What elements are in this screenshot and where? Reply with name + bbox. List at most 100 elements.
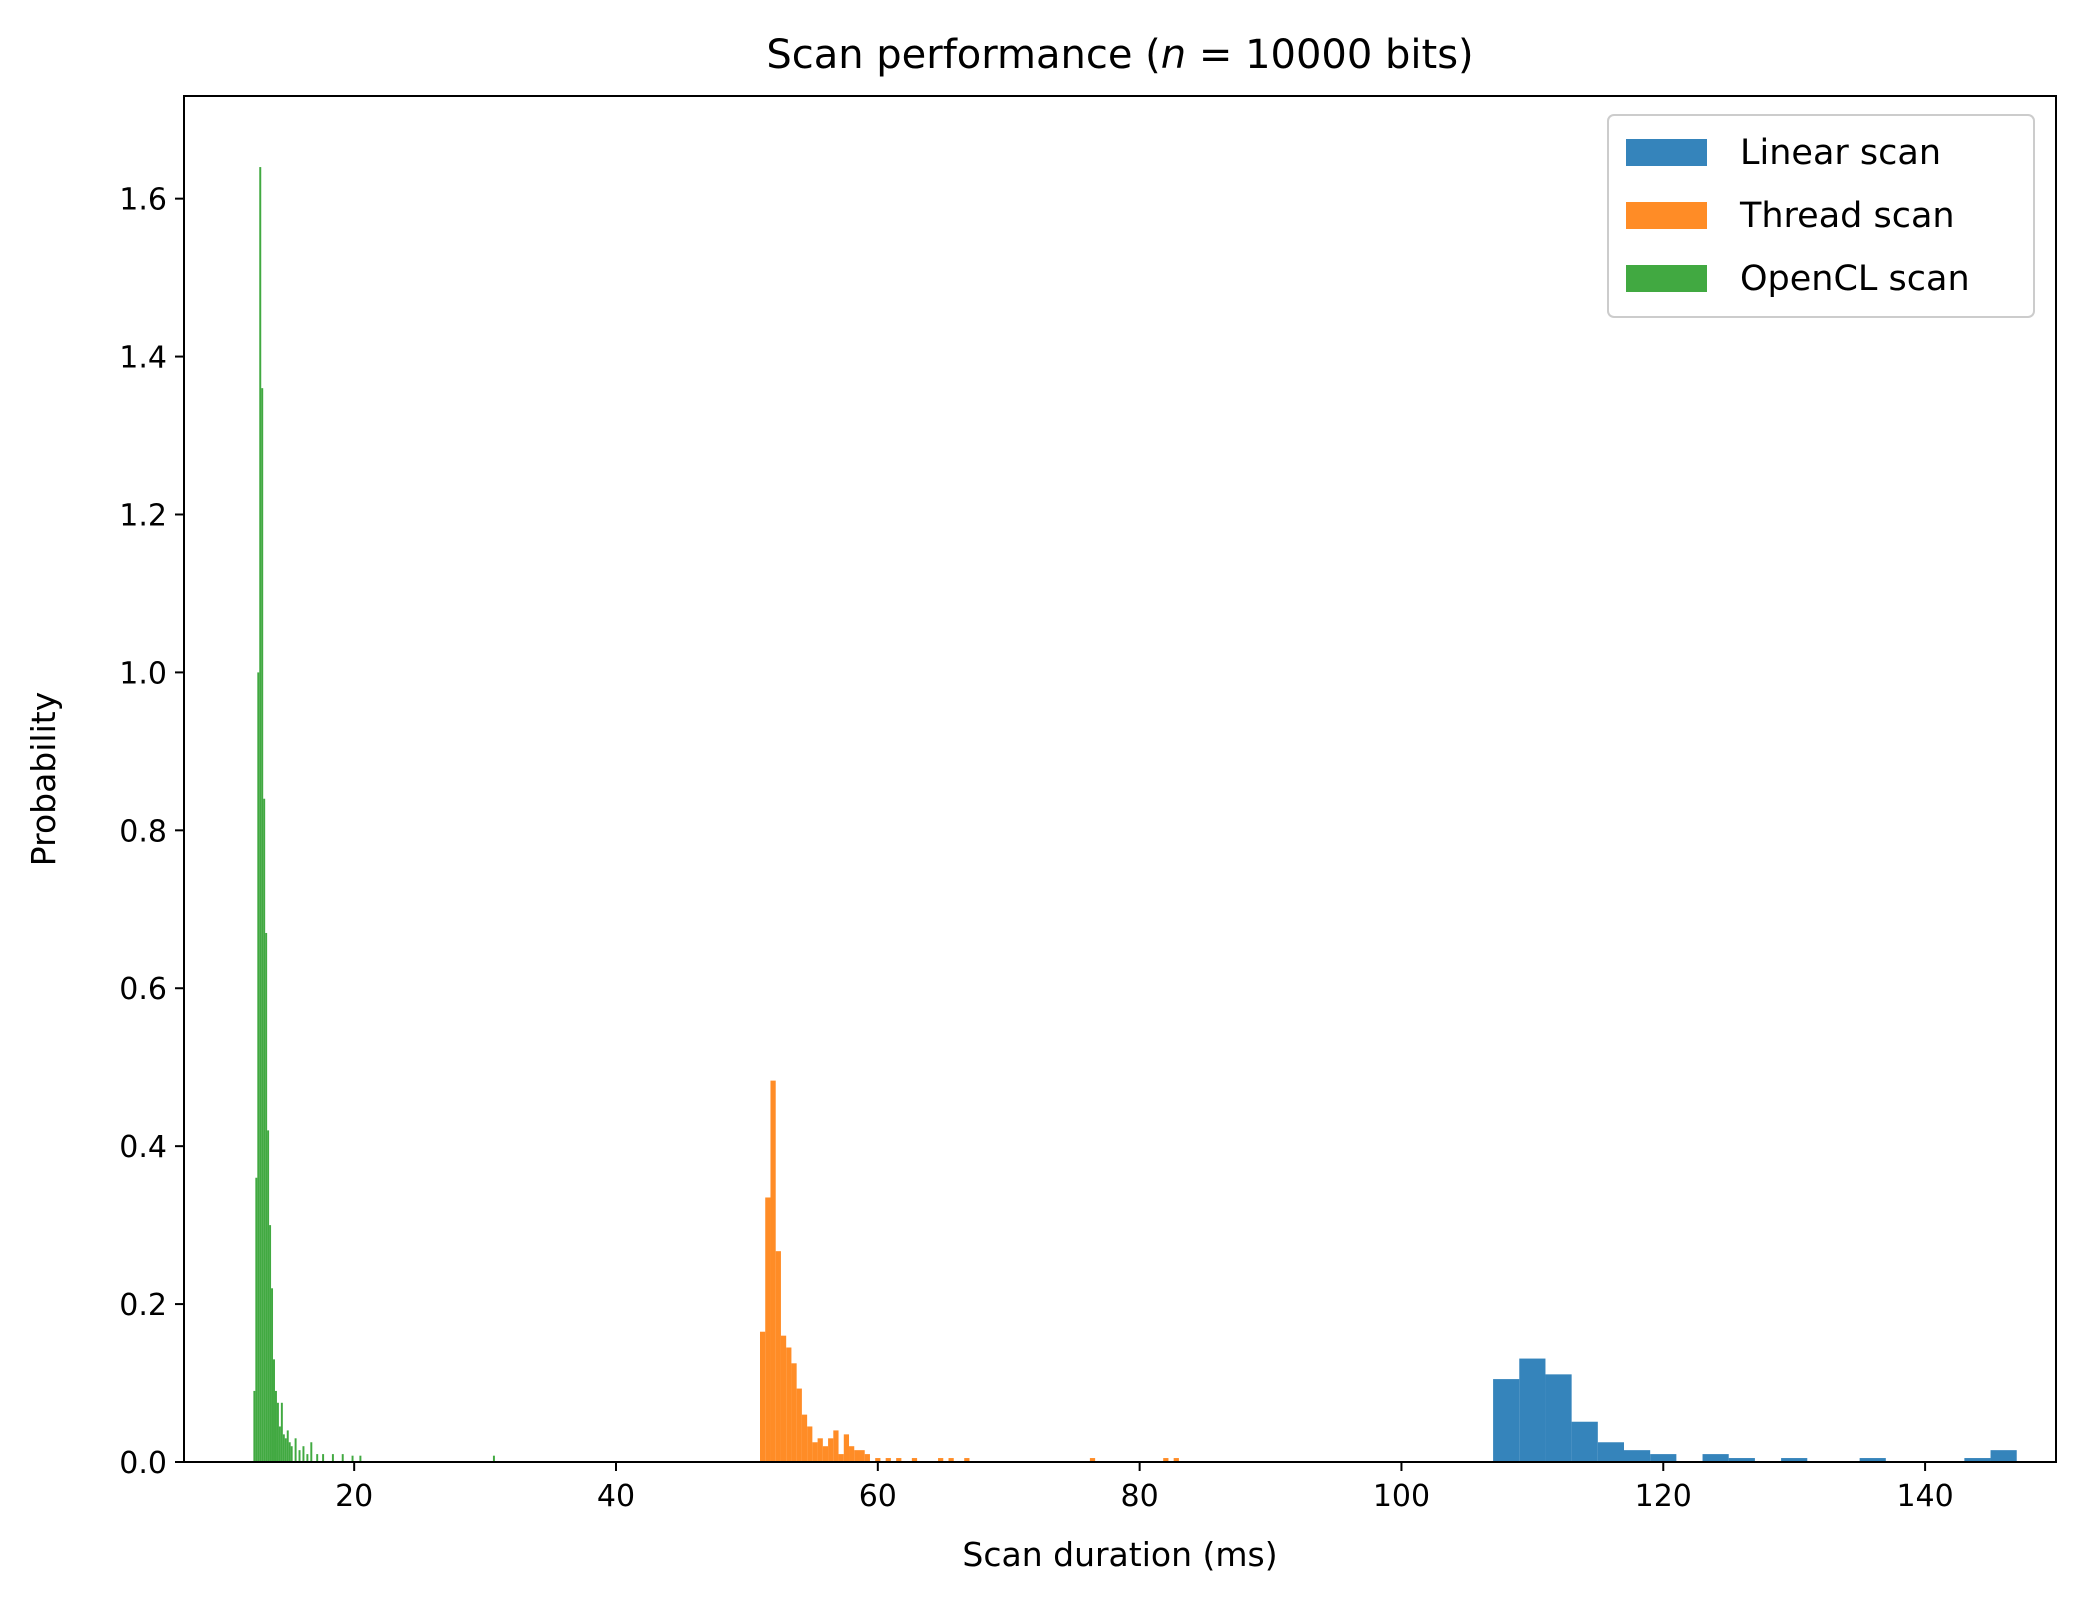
bar-2-11 bbox=[274, 1390, 277, 1462]
legend-box bbox=[1607, 114, 2035, 318]
histogram-bars bbox=[253, 167, 2017, 1463]
bar-1-15 bbox=[838, 1454, 844, 1462]
bar-2-7 bbox=[267, 1130, 270, 1462]
bar-2-22 bbox=[302, 1446, 305, 1462]
bar-2-18 bbox=[288, 1442, 291, 1462]
bar-2-6 bbox=[265, 932, 268, 1462]
bar-1-28 bbox=[1089, 1458, 1096, 1462]
bar-0-0 bbox=[1493, 1379, 1520, 1462]
legend-label-1: Thread scan bbox=[1739, 196, 1955, 236]
bar-1-13 bbox=[828, 1438, 834, 1462]
bar-2-12 bbox=[276, 1402, 279, 1462]
y-tick-label-0: 0.0 bbox=[119, 1446, 167, 1481]
bar-2-8 bbox=[269, 1225, 272, 1462]
y-tick-label-3: 0.6 bbox=[119, 972, 167, 1007]
title-prefix: Scan performance ( bbox=[766, 32, 1160, 78]
bar-2-4 bbox=[261, 388, 264, 1463]
bar-1-9 bbox=[807, 1426, 813, 1462]
bar-2-28 bbox=[341, 1454, 344, 1462]
bar-2-17 bbox=[286, 1430, 289, 1462]
y-tick-label-5: 1.0 bbox=[119, 656, 167, 691]
bar-1-0 bbox=[760, 1331, 766, 1462]
x-tick-label-3: 80 bbox=[1121, 1479, 1159, 1514]
legend: Linear scan Thread scan OpenCL scan bbox=[1607, 114, 2035, 318]
bar-1-8 bbox=[801, 1414, 808, 1462]
bar-0-18 bbox=[1964, 1458, 1991, 1462]
bar-1-6 bbox=[791, 1363, 797, 1462]
bar-0-4 bbox=[1597, 1442, 1624, 1462]
legend-swatch-0 bbox=[1626, 139, 1707, 166]
y-tick-label-4: 0.8 bbox=[119, 814, 167, 849]
bar-2-21 bbox=[298, 1450, 301, 1462]
bar-1-4 bbox=[780, 1335, 787, 1462]
x-tick-label-0: 20 bbox=[335, 1479, 373, 1514]
title-variable: n bbox=[1161, 32, 1186, 78]
legend-label-2: OpenCL scan bbox=[1740, 259, 1970, 299]
bar-1-20 bbox=[864, 1454, 870, 1462]
x-axis-label: Scan duration (ms) bbox=[962, 1535, 1277, 1574]
bar-1-1 bbox=[765, 1197, 771, 1462]
bar-1-16 bbox=[843, 1434, 850, 1462]
bar-1-22 bbox=[885, 1458, 891, 1462]
plot-frame bbox=[183, 95, 2057, 1463]
bar-1-2 bbox=[770, 1080, 776, 1462]
bar-1-29 bbox=[1163, 1458, 1169, 1462]
x-tick-label-1: 40 bbox=[597, 1479, 635, 1514]
bar-1-26 bbox=[948, 1458, 954, 1462]
x-tick-label-5: 120 bbox=[1635, 1479, 1692, 1514]
bar-1-19 bbox=[859, 1450, 865, 1462]
title-suffix: = 10000 bits) bbox=[1186, 32, 1474, 78]
bar-2-13 bbox=[278, 1426, 281, 1462]
bar-0-2 bbox=[1545, 1374, 1572, 1462]
bar-0-9 bbox=[1728, 1458, 1755, 1462]
bar-1-7 bbox=[796, 1388, 802, 1462]
x-tick-label-2: 60 bbox=[859, 1479, 897, 1514]
bar-2-20 bbox=[294, 1438, 297, 1462]
y-axis-label: Probability bbox=[24, 692, 63, 866]
series-2 bbox=[253, 167, 495, 1463]
bar-1-27 bbox=[964, 1458, 970, 1462]
bar-1-14 bbox=[833, 1430, 839, 1462]
legend-swatch-1 bbox=[1626, 202, 1707, 229]
legend-swatch-2 bbox=[1626, 265, 1707, 292]
bar-0-19 bbox=[1990, 1450, 2017, 1462]
bar-1-10 bbox=[812, 1442, 818, 1462]
bar-0-14 bbox=[1859, 1458, 1886, 1462]
bar-0-8 bbox=[1702, 1454, 1729, 1462]
y-tick-label-8: 1.6 bbox=[119, 183, 167, 218]
bar-2-14 bbox=[280, 1402, 283, 1462]
bar-2-27 bbox=[331, 1454, 334, 1462]
bar-0-6 bbox=[1650, 1454, 1677, 1462]
bar-2-25 bbox=[316, 1454, 319, 1462]
bar-2-0 bbox=[253, 1390, 256, 1462]
bar-2-23 bbox=[306, 1454, 309, 1462]
bar-1-23 bbox=[896, 1458, 902, 1462]
bar-2-3 bbox=[259, 167, 262, 1462]
legend-label-0: Linear scan bbox=[1740, 133, 1941, 173]
chart-title: Scan performance (n = 10000 bits) bbox=[766, 32, 1473, 78]
bar-2-15 bbox=[282, 1434, 285, 1462]
series-0 bbox=[1493, 1358, 2017, 1462]
bar-2-5 bbox=[263, 798, 266, 1462]
bar-0-1 bbox=[1519, 1358, 1546, 1462]
bar-2-2 bbox=[257, 672, 260, 1462]
bar-2-1 bbox=[255, 1177, 258, 1462]
bar-2-30 bbox=[359, 1455, 362, 1462]
bar-1-18 bbox=[854, 1450, 860, 1462]
bar-0-11 bbox=[1781, 1458, 1808, 1462]
bar-1-17 bbox=[849, 1446, 855, 1462]
x-axis-ticks: 20 40 60 80 100 120 140 bbox=[335, 1462, 1954, 1514]
bar-2-26 bbox=[322, 1454, 325, 1462]
bar-2-16 bbox=[284, 1438, 287, 1462]
y-tick-label-2: 0.4 bbox=[119, 1130, 167, 1165]
bar-1-11 bbox=[817, 1438, 823, 1462]
bar-1-12 bbox=[822, 1446, 829, 1462]
bar-2-29 bbox=[351, 1455, 354, 1462]
bar-1-24 bbox=[911, 1458, 918, 1462]
bar-0-3 bbox=[1571, 1421, 1598, 1462]
bar-2-24 bbox=[310, 1442, 313, 1462]
bar-1-25 bbox=[938, 1458, 944, 1462]
y-tick-label-6: 1.2 bbox=[119, 498, 167, 533]
bar-1-5 bbox=[786, 1347, 792, 1462]
